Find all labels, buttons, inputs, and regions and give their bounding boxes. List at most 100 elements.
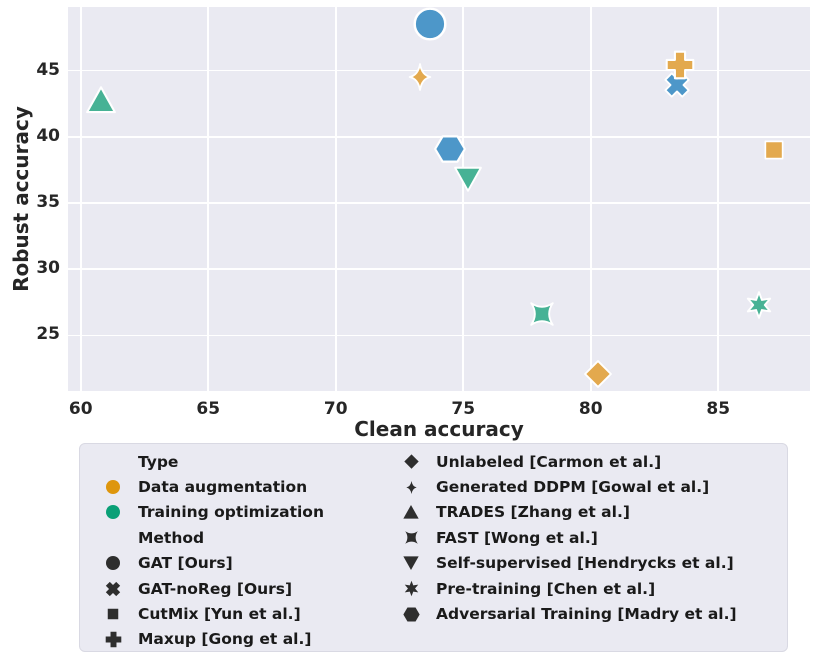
triangle-up-marker-icon (86, 85, 117, 113)
data-point (413, 7, 448, 42)
star6-legend-icon (404, 580, 418, 597)
legend-item: Self-supervised [Hendrycks et al.] (396, 551, 737, 576)
legend-marker-cell (396, 580, 426, 597)
hexagon-legend-icon (402, 607, 420, 621)
y-tick-label: 45 (36, 59, 60, 80)
y-tick-label: 40 (36, 125, 60, 146)
gridline-vertical (207, 7, 210, 391)
legend-item-label: Self-supervised [Hendrycks et al.] (436, 554, 734, 573)
data-point (745, 291, 773, 319)
thin-star4-marker-icon (408, 63, 432, 92)
gridline-vertical (79, 7, 82, 391)
legend-marker-cell (98, 504, 128, 520)
x-axis-label: Clean accuracy (354, 417, 524, 441)
data-point (454, 166, 483, 193)
legend-item-label: Type (138, 452, 179, 471)
diamond-marker-icon (584, 359, 613, 388)
pinwheel-marker-icon (530, 302, 555, 326)
legend-item: Pre-training [Chen et al.] (396, 576, 737, 601)
legend-marker-cell (396, 555, 426, 571)
triangle-down-legend-icon (403, 556, 419, 571)
legend-marker-cell (396, 606, 426, 623)
legend-item: Training optimization (98, 500, 324, 525)
data-point (529, 301, 555, 327)
legend-marker-cell (396, 479, 426, 496)
scatter-plot-area (68, 7, 810, 391)
diamond-legend-icon (403, 454, 419, 469)
legend-item: Maxup [Gong et al.] (98, 627, 324, 652)
gridline-horizontal (68, 268, 810, 270)
x-tick-label: 70 (323, 399, 348, 419)
hexagon-marker-icon (434, 134, 467, 163)
data-point (584, 359, 613, 388)
legend-item-label: Generated DDPM [Gowal et al.] (436, 478, 710, 497)
legend-item-label: Adversarial Training [Madry et al.] (436, 605, 737, 624)
circle-marker-icon (413, 7, 447, 41)
triangle-up-legend-icon (403, 505, 419, 520)
square-legend-icon (107, 608, 119, 620)
legend-item: Data augmentation (98, 474, 324, 499)
legend-marker-cell (98, 607, 128, 621)
pinwheel-legend-icon (404, 531, 418, 545)
legend-marker-cell (98, 631, 128, 648)
legend-item: Unlabeled [Carmon et al.] (396, 449, 737, 474)
thin-star4-legend-icon (405, 480, 417, 494)
legend-marker-cell (98, 479, 128, 495)
gridline-horizontal (68, 334, 810, 337)
legend-item-label: FAST [Wong et al.] (436, 528, 598, 547)
legend-marker-cell (396, 454, 426, 469)
gridline-horizontal (68, 202, 810, 204)
legend-column-left: Type Data augmentation Training optimizati… (98, 449, 324, 652)
legend-item-label: Training optimization (138, 503, 324, 522)
legend-item: Generated DDPM [Gowal et al.] (396, 474, 737, 499)
x-tick-label: 85 (706, 399, 731, 419)
plus-marker-icon (665, 50, 695, 80)
legend-item-label: GAT [Ours] (138, 554, 233, 573)
y-tick-label: 25 (36, 324, 60, 345)
plus-legend-icon (105, 631, 121, 648)
legend-item-label: Unlabeled [Carmon et al.] (436, 452, 662, 471)
legend-marker-cell (396, 504, 426, 520)
data-point (763, 139, 786, 162)
x-tick-label: 65 (196, 399, 221, 419)
gridline-vertical (717, 7, 719, 391)
legend-item: GAT [Ours] (98, 551, 324, 576)
legend-item-label: Method (138, 528, 205, 547)
legend-item: Adversarial Training [Madry et al.] (396, 601, 737, 626)
legend-item: FAST [Wong et al.] (396, 525, 737, 550)
x-tick-label: 60 (68, 399, 93, 419)
x-legend-icon (105, 581, 121, 596)
triangle-down-marker-icon (454, 166, 483, 192)
star6-marker-icon (746, 291, 772, 319)
legend-item: GAT-noReg [Ours] (98, 576, 324, 601)
legend-item-label: Data augmentation (138, 478, 308, 497)
circle-legend-icon (106, 505, 120, 520)
legend-item-label: CutMix [Yun et al.] (138, 605, 301, 624)
x-tick-label: 75 (451, 399, 476, 419)
gridline-vertical (589, 7, 592, 391)
legend-item-label: GAT-noReg [Ours] (138, 579, 293, 598)
legend-section-header: Type (98, 449, 324, 474)
gridline-vertical (462, 7, 465, 391)
legend-section-header: Method (98, 525, 324, 550)
data-point (434, 133, 467, 164)
circle-legend-icon (106, 480, 120, 495)
legend-item: TRADES [Zhang et al.] (396, 500, 737, 525)
square-marker-icon (764, 140, 784, 160)
gridline-horizontal (68, 135, 810, 138)
legend-column-right: Unlabeled [Carmon et al.] Generated DDPM … (396, 449, 737, 627)
gridline-horizontal (68, 69, 810, 72)
data-point (407, 60, 433, 94)
legend: Type Data augmentation Training optimizati… (79, 443, 788, 652)
legend-item-label: Pre-training [Chen et al.] (436, 579, 656, 598)
legend-marker-cell (396, 530, 426, 545)
legend-item-label: Maxup [Gong et al.] (138, 630, 312, 649)
gridline-vertical (334, 7, 337, 391)
data-point (86, 85, 117, 114)
y-tick-label: 35 (36, 191, 60, 212)
y-axis-label: Robust accuracy (9, 106, 33, 292)
legend-marker-cell (98, 581, 128, 597)
legend-item: CutMix [Yun et al.] (98, 601, 324, 626)
legend-item-label: TRADES [Zhang et al.] (436, 503, 630, 522)
